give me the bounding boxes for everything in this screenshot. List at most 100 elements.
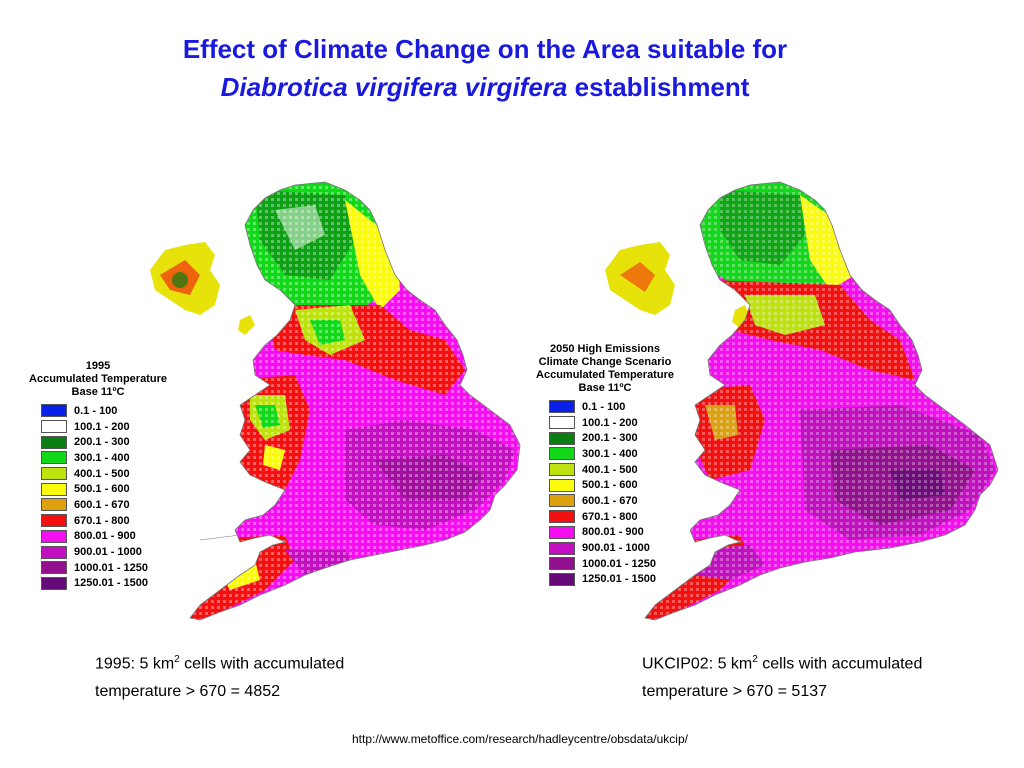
legend-label: 1000.01 - 1250 xyxy=(74,561,149,574)
legend-label: 300.1 - 400 xyxy=(582,447,638,460)
title-line-2: Diabrotica virgifera virgifera establish… xyxy=(0,68,970,106)
legend-item: 800.01 - 900 xyxy=(549,525,690,541)
legend-label: 900.01 - 1000 xyxy=(582,542,650,555)
legend-item: 200.1 - 300 xyxy=(41,434,188,450)
legend-item: 670.1 - 800 xyxy=(549,509,690,525)
legend-swatch xyxy=(549,525,575,539)
legend-item: 500.1 - 600 xyxy=(549,477,690,493)
legend-heading-base: Base 11ºC xyxy=(71,386,125,398)
map-2050 xyxy=(605,181,999,621)
legend-label: 1250.01 - 1500 xyxy=(582,573,657,586)
legend-item: 300.1 - 400 xyxy=(41,450,188,466)
legend-heading-metric: Accumulated Temperature xyxy=(29,373,167,385)
legend-item: 0.1 - 100 xyxy=(549,399,690,415)
legend-heading-year: 1995 xyxy=(85,360,111,372)
legend-label: 1000.01 - 1250 xyxy=(582,557,657,570)
species-name: Diabrotica virgifera virgifera xyxy=(220,72,568,102)
legend-label: 500.1 - 600 xyxy=(74,483,130,496)
caption-line-2: temperature > 670 = 4852 xyxy=(95,683,281,701)
legend-swatch xyxy=(549,557,575,571)
legend-heading: 2050 High Emissions Climate Change Scena… xyxy=(520,343,690,395)
legend-label: 500.1 - 600 xyxy=(582,479,638,492)
legend-swatch xyxy=(41,404,67,418)
legend-item: 800.01 - 900 xyxy=(41,529,188,545)
legend-item: 300.1 - 400 xyxy=(549,446,690,462)
legend-item: 600.1 - 670 xyxy=(41,497,188,513)
legend-label: 0.1 - 100 xyxy=(582,400,626,413)
legend-swatch xyxy=(549,447,575,461)
legend-item: 900.01 - 1000 xyxy=(549,540,690,556)
legend-swatch xyxy=(549,478,575,492)
legend-swatch xyxy=(549,572,575,586)
legend-item: 100.1 - 200 xyxy=(41,419,188,435)
legend-item: 600.1 - 670 xyxy=(549,493,690,509)
caption-ukcip02: UKCIP02: 5 km2 cells with accumulated te… xyxy=(642,646,922,706)
legend-item: 1250.01 - 1500 xyxy=(41,576,188,592)
legend-label: 1250.01 - 1500 xyxy=(74,577,149,590)
legend-heading-type: Climate Change Scenario xyxy=(538,356,672,368)
legend-label: 300.1 - 400 xyxy=(74,451,130,464)
legend-item: 500.1 - 600 xyxy=(41,481,188,497)
slide-title: Effect of Climate Change on the Area sui… xyxy=(0,30,970,106)
legend-swatch xyxy=(549,431,575,445)
legend-swatch xyxy=(41,529,67,543)
legend-swatch xyxy=(41,482,67,496)
legend-swatch xyxy=(41,576,67,590)
caption-line-2: temperature > 670 = 5137 xyxy=(642,683,828,701)
legend-swatch xyxy=(549,541,575,555)
legend-label: 800.01 - 900 xyxy=(74,530,136,543)
legend-label: 600.1 - 670 xyxy=(74,498,130,511)
legend-item: 1000.01 - 1250 xyxy=(41,560,188,576)
legend-item: 670.1 - 800 xyxy=(41,513,188,529)
legend-item: 1250.01 - 1500 xyxy=(549,572,690,588)
legend-item: 1000.01 - 1250 xyxy=(549,556,690,572)
legend-label: 800.01 - 900 xyxy=(582,526,644,539)
legend-label: 670.1 - 800 xyxy=(582,510,638,523)
legend-1995: 1995 Accumulated Temperature Base 11ºC 0… xyxy=(8,360,188,591)
legend-label: 670.1 - 800 xyxy=(74,514,130,527)
caption-1995: 1995: 5 km2 cells with accumulated tempe… xyxy=(95,646,344,706)
legend-swatch xyxy=(41,420,67,434)
legend-item: 900.01 - 1000 xyxy=(41,544,188,560)
title-line-1: Effect of Climate Change on the Area sui… xyxy=(182,34,788,64)
legend-label: 900.01 - 1000 xyxy=(74,546,142,559)
legend-rows: 0.1 - 100 100.1 - 200 200.1 - 300 300.1 - 4… xyxy=(520,399,690,587)
legend-label: 200.1 - 300 xyxy=(74,436,130,449)
legend-swatch xyxy=(549,416,575,430)
legend-label: 400.1 - 500 xyxy=(74,467,130,480)
legend-swatch xyxy=(549,494,575,508)
legend-swatch xyxy=(549,400,575,414)
legend-item: 0.1 - 100 xyxy=(41,403,188,419)
isle-of-man xyxy=(238,315,255,335)
legend-heading-metric: Accumulated Temperature xyxy=(536,369,674,381)
legend-heading-base: Base 11ºC xyxy=(578,382,632,394)
title-line-2-suffix: establishment xyxy=(574,72,750,102)
caption-line-1: 1995: 5 km2 cells with accumulated xyxy=(95,654,345,673)
legend-label: 100.1 - 200 xyxy=(582,416,638,429)
legend-swatch xyxy=(41,514,67,528)
legend-swatch xyxy=(41,561,67,575)
legend-swatch xyxy=(41,467,67,481)
map-1995 xyxy=(150,181,521,621)
legend-swatch xyxy=(549,463,575,477)
legend-2050: 2050 High Emissions Climate Change Scena… xyxy=(520,343,690,587)
legend-label: 400.1 - 500 xyxy=(582,463,638,476)
legend-swatch xyxy=(41,451,67,465)
legend-swatch xyxy=(549,510,575,524)
legend-label: 600.1 - 670 xyxy=(582,494,638,507)
legend-item: 400.1 - 500 xyxy=(549,462,690,478)
legend-item: 100.1 - 200 xyxy=(549,415,690,431)
legend-swatch xyxy=(41,435,67,449)
legend-swatch xyxy=(41,545,67,559)
legend-rows: 0.1 - 100 100.1 - 200 200.1 - 300 300.1 - 4… xyxy=(8,403,188,591)
legend-item: 400.1 - 500 xyxy=(41,466,188,482)
legend-label: 0.1 - 100 xyxy=(74,404,118,417)
caption-line-1: UKCIP02: 5 km2 cells with accumulated xyxy=(642,654,923,673)
legend-item: 200.1 - 300 xyxy=(549,430,690,446)
source-link[interactable]: http://www.metoffice.com/research/hadley… xyxy=(352,732,688,746)
legend-label: 200.1 - 300 xyxy=(582,432,638,445)
legend-heading: 1995 Accumulated Temperature Base 11ºC xyxy=(8,360,188,399)
legend-swatch xyxy=(41,498,67,512)
legend-label: 100.1 - 200 xyxy=(74,420,130,433)
legend-heading-scenario: 2050 High Emissions xyxy=(549,343,661,355)
